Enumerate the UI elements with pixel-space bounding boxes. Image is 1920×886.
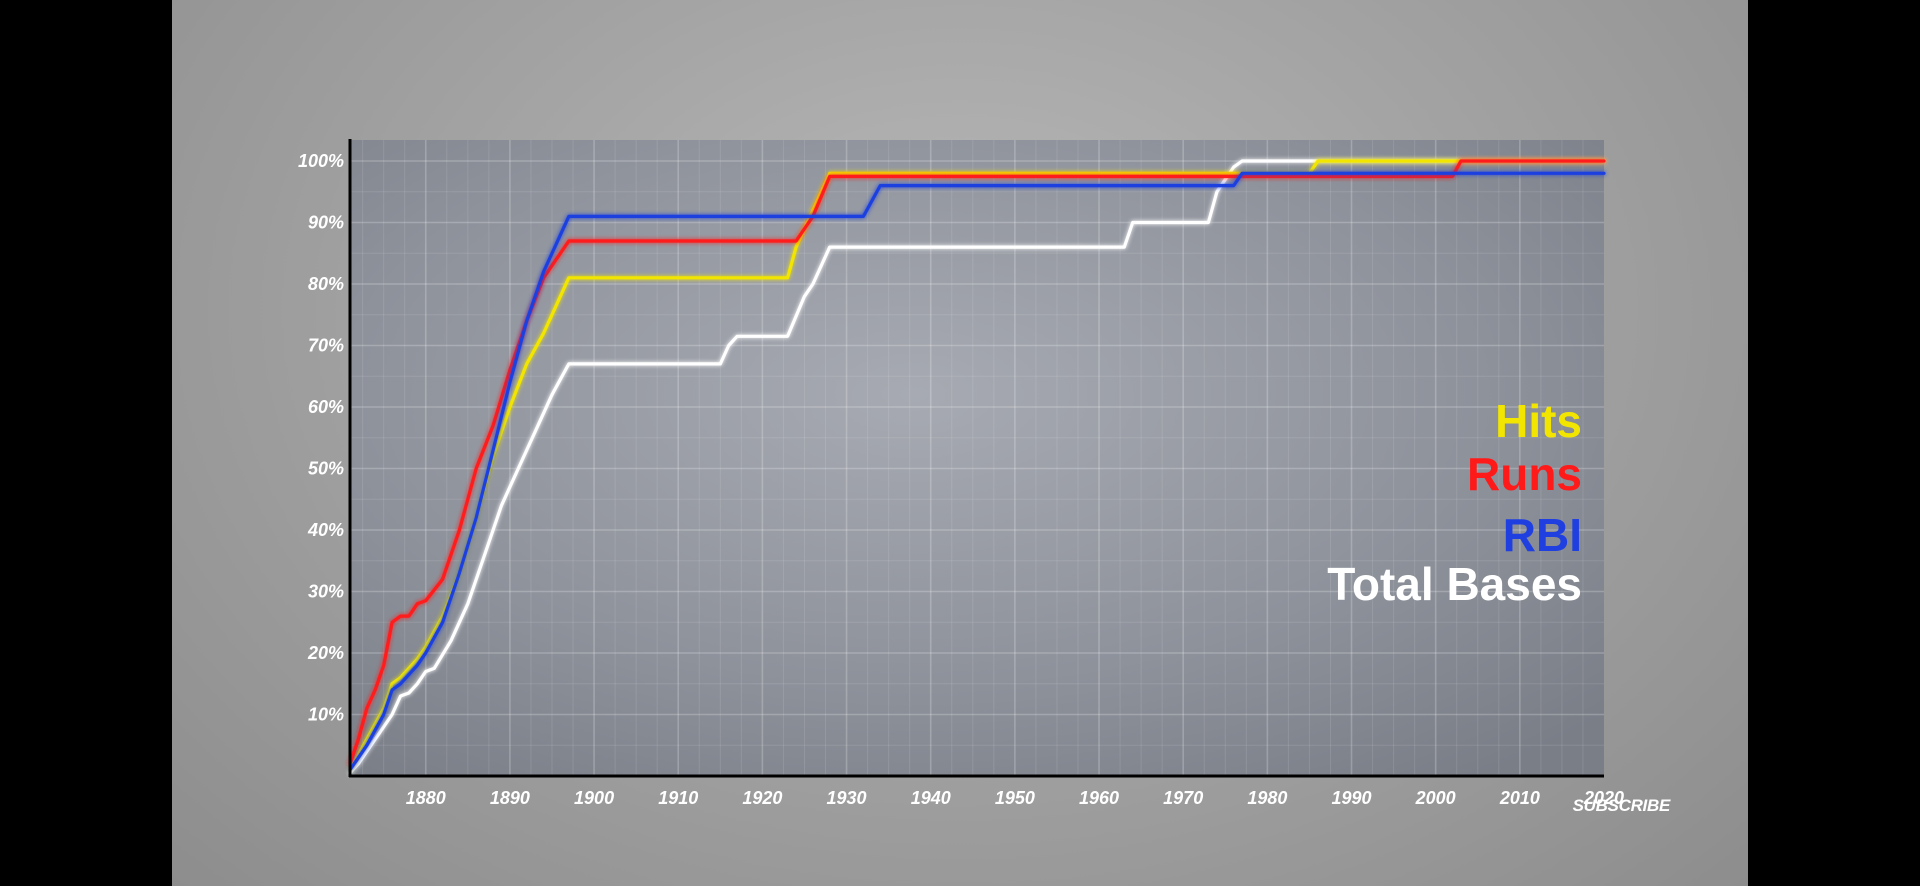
x-tick-label: 1950 xyxy=(995,788,1035,808)
series-group xyxy=(348,159,1606,775)
series-line-runs xyxy=(348,159,1606,766)
tick-labels: 1880 1890 1900 1910 1920 1930 1940 1950 1960 1970… xyxy=(298,151,1624,808)
y-tick-label: 70% xyxy=(308,336,344,356)
series-line-rbi xyxy=(348,171,1606,772)
legend-label-hits: Hits xyxy=(1495,395,1582,447)
x-tick-label: 1910 xyxy=(658,788,698,808)
y-tick-label: 50% xyxy=(308,459,344,479)
x-tick-label: 1900 xyxy=(574,788,614,808)
x-tick-label: 1920 xyxy=(742,788,782,808)
video-frame: 1880 1890 1900 1910 1920 1930 1940 1950 1960 1970… xyxy=(172,0,1748,886)
x-tick-label: 2010 xyxy=(1499,788,1540,808)
series-line-total-bases xyxy=(348,159,1606,775)
axes xyxy=(348,139,1604,778)
x-tick-label: 1980 xyxy=(1247,788,1287,808)
plot-area xyxy=(350,140,1604,776)
x-tick-label: 1990 xyxy=(1331,788,1371,808)
y-tick-label: 60% xyxy=(308,397,344,417)
x-tick-label: 1890 xyxy=(490,788,530,808)
x-tick-label: 1880 xyxy=(406,788,446,808)
y-tick-label: 20% xyxy=(307,643,344,663)
x-tick-label: 1940 xyxy=(911,788,951,808)
y-tick-label: 30% xyxy=(308,582,344,602)
x-tick-label: 1930 xyxy=(827,788,867,808)
y-tick-label: 80% xyxy=(308,274,344,294)
legend-label-runs: Runs xyxy=(1467,448,1582,500)
x-tick-label: 1960 xyxy=(1079,788,1119,808)
y-tick-label: 10% xyxy=(308,705,344,725)
y-tick-label: 100% xyxy=(298,151,344,171)
y-tick-label: 40% xyxy=(307,520,344,540)
legend-label-total-bases: Total Bases xyxy=(1327,558,1582,610)
subscribe-button[interactable]: SUBSCRIBE xyxy=(1572,796,1671,815)
x-tick-label: 2000 xyxy=(1415,788,1456,808)
grid xyxy=(350,140,1604,776)
x-tick-label: 1970 xyxy=(1163,788,1203,808)
y-tick-label: 90% xyxy=(308,213,344,233)
legend-label-rbi: RBI xyxy=(1503,509,1582,561)
line-chart: 1880 1890 1900 1910 1920 1930 1940 1950 1960 1970… xyxy=(298,139,1624,808)
series-line-hits xyxy=(348,159,1606,772)
x-tick-label: 2020 xyxy=(1583,788,1624,808)
